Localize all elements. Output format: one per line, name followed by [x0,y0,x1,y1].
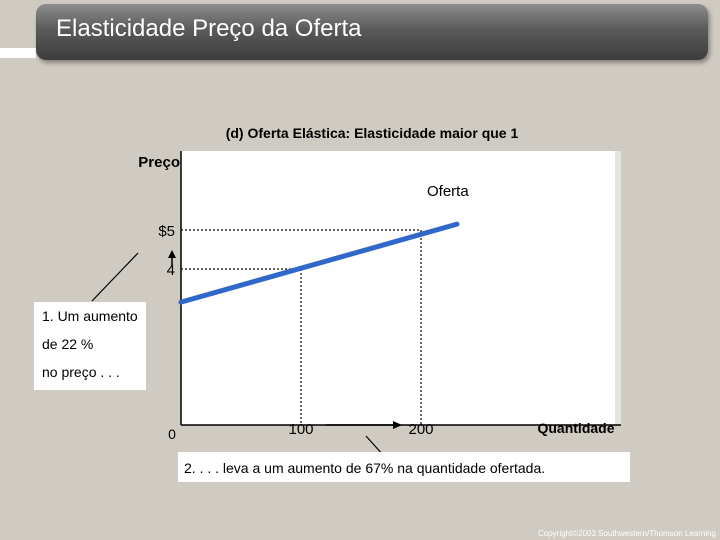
price-change-line-3: no preço . . . [42,364,120,380]
plot-shadow [615,151,621,425]
y-axis-label: Preço [138,154,180,171]
price-change-line-1: 1. Um aumento [42,308,138,324]
quantity-change-arrowhead [393,421,402,429]
chart-title: (d) Oferta Elástica: Elasticidade maior … [226,125,519,141]
quantity-change-note: 2. . . . leva a um aumento de 67% na qua… [184,460,545,476]
slide-title: Elasticidade Preço da Oferta [56,15,362,42]
y-tick-label-1: 4 [167,262,175,279]
title-accent-strip [0,48,36,58]
x-tick-label-1: 100 [288,421,313,438]
price-callout-line [91,252,139,302]
quantity-change-box [178,452,630,482]
plot-area [181,151,621,425]
origin-label: 0 [168,426,176,442]
price-change-box [34,302,146,390]
series-label-1: Oferta [427,183,469,200]
y-tick-label-2: $5 [158,223,175,240]
price-change-arrowhead [168,250,176,258]
title-banner [36,4,708,60]
x-axis-label: Quantidade [537,420,614,436]
supply-line [178,221,460,305]
price-change-line-2: de 22 % [42,336,93,352]
price-change-note: 1. Um aumento de 22 % no preço . . . [42,308,142,380]
copyright-text: Copyright©2003 Southwestern/Thomson Lear… [538,529,716,538]
x-tick-label-2: 200 [408,421,433,438]
